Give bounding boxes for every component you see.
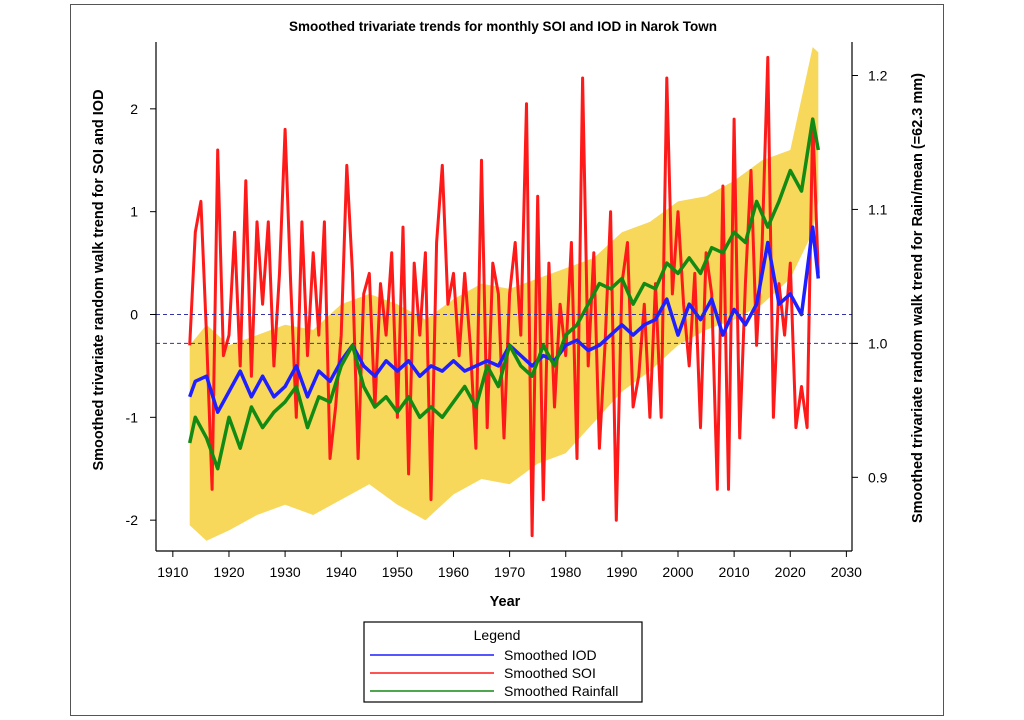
x-tick-label: 2020 (775, 564, 806, 580)
y-right-tick-label: 0.9 (868, 469, 888, 485)
axes: 1910 1920 1930 1940 1950 1960 1970 1980 1990 2000… (126, 42, 888, 580)
y-axis-right-label: Smoothed trivariate random walk trend fo… (910, 73, 926, 523)
x-tick-label: 1950 (382, 564, 413, 580)
rainfall-confidence-band (189, 47, 819, 541)
smoothed-rainfall-line (187, 117, 821, 471)
reference-lines (156, 313, 852, 344)
x-tick-label: 2010 (719, 564, 750, 580)
x-tick-label: 1930 (270, 564, 301, 580)
x-tick-label: 1990 (606, 564, 637, 580)
smoothed-soi-legend-label: Smoothed SOI (504, 665, 596, 681)
chart-title: Smoothed trivariate trends for monthly S… (289, 19, 717, 34)
x-tick-label: 1970 (494, 564, 525, 580)
band-layer (189, 47, 819, 541)
y-left-tick-label: 1 (130, 204, 138, 220)
x-tick-label: 1920 (213, 564, 244, 580)
x-tick-label: 1980 (550, 564, 581, 580)
y-left-tick-label: -2 (126, 512, 139, 528)
x-axis-label: Year (490, 594, 521, 610)
y-right-tick-label: 1.2 (868, 67, 888, 83)
y-left-tick-label: 0 (130, 306, 138, 322)
y-left-tick-label: 2 (130, 101, 138, 117)
y-right-tick-label: 1.1 (868, 201, 888, 217)
y-right-tick-label: 1.0 (868, 335, 888, 351)
series-layer (187, 55, 821, 538)
smoothed-iod-line (188, 225, 821, 414)
smoothed-iod-legend-label: Smoothed IOD (504, 647, 597, 663)
x-tick-label: 1960 (438, 564, 469, 580)
x-tick-label: 1910 (157, 564, 188, 580)
legend-entries: Smoothed IOD Smoothed SOI Smoothed Rainfal… (370, 647, 618, 699)
legend-box (363, 621, 643, 703)
y-left-tick-label: -1 (126, 409, 139, 425)
chart-frame (70, 4, 944, 716)
x-tick-label: 2000 (662, 564, 693, 580)
x-tick-label: 1940 (326, 564, 357, 580)
x-tick-label: 2030 (831, 564, 862, 580)
y-axis-left-label: Smoothed trivariate random walk trend fo… (91, 89, 107, 470)
smoothed-rainfall-legend-label: Smoothed Rainfall (504, 683, 618, 699)
legend-title: Legend (474, 627, 521, 643)
